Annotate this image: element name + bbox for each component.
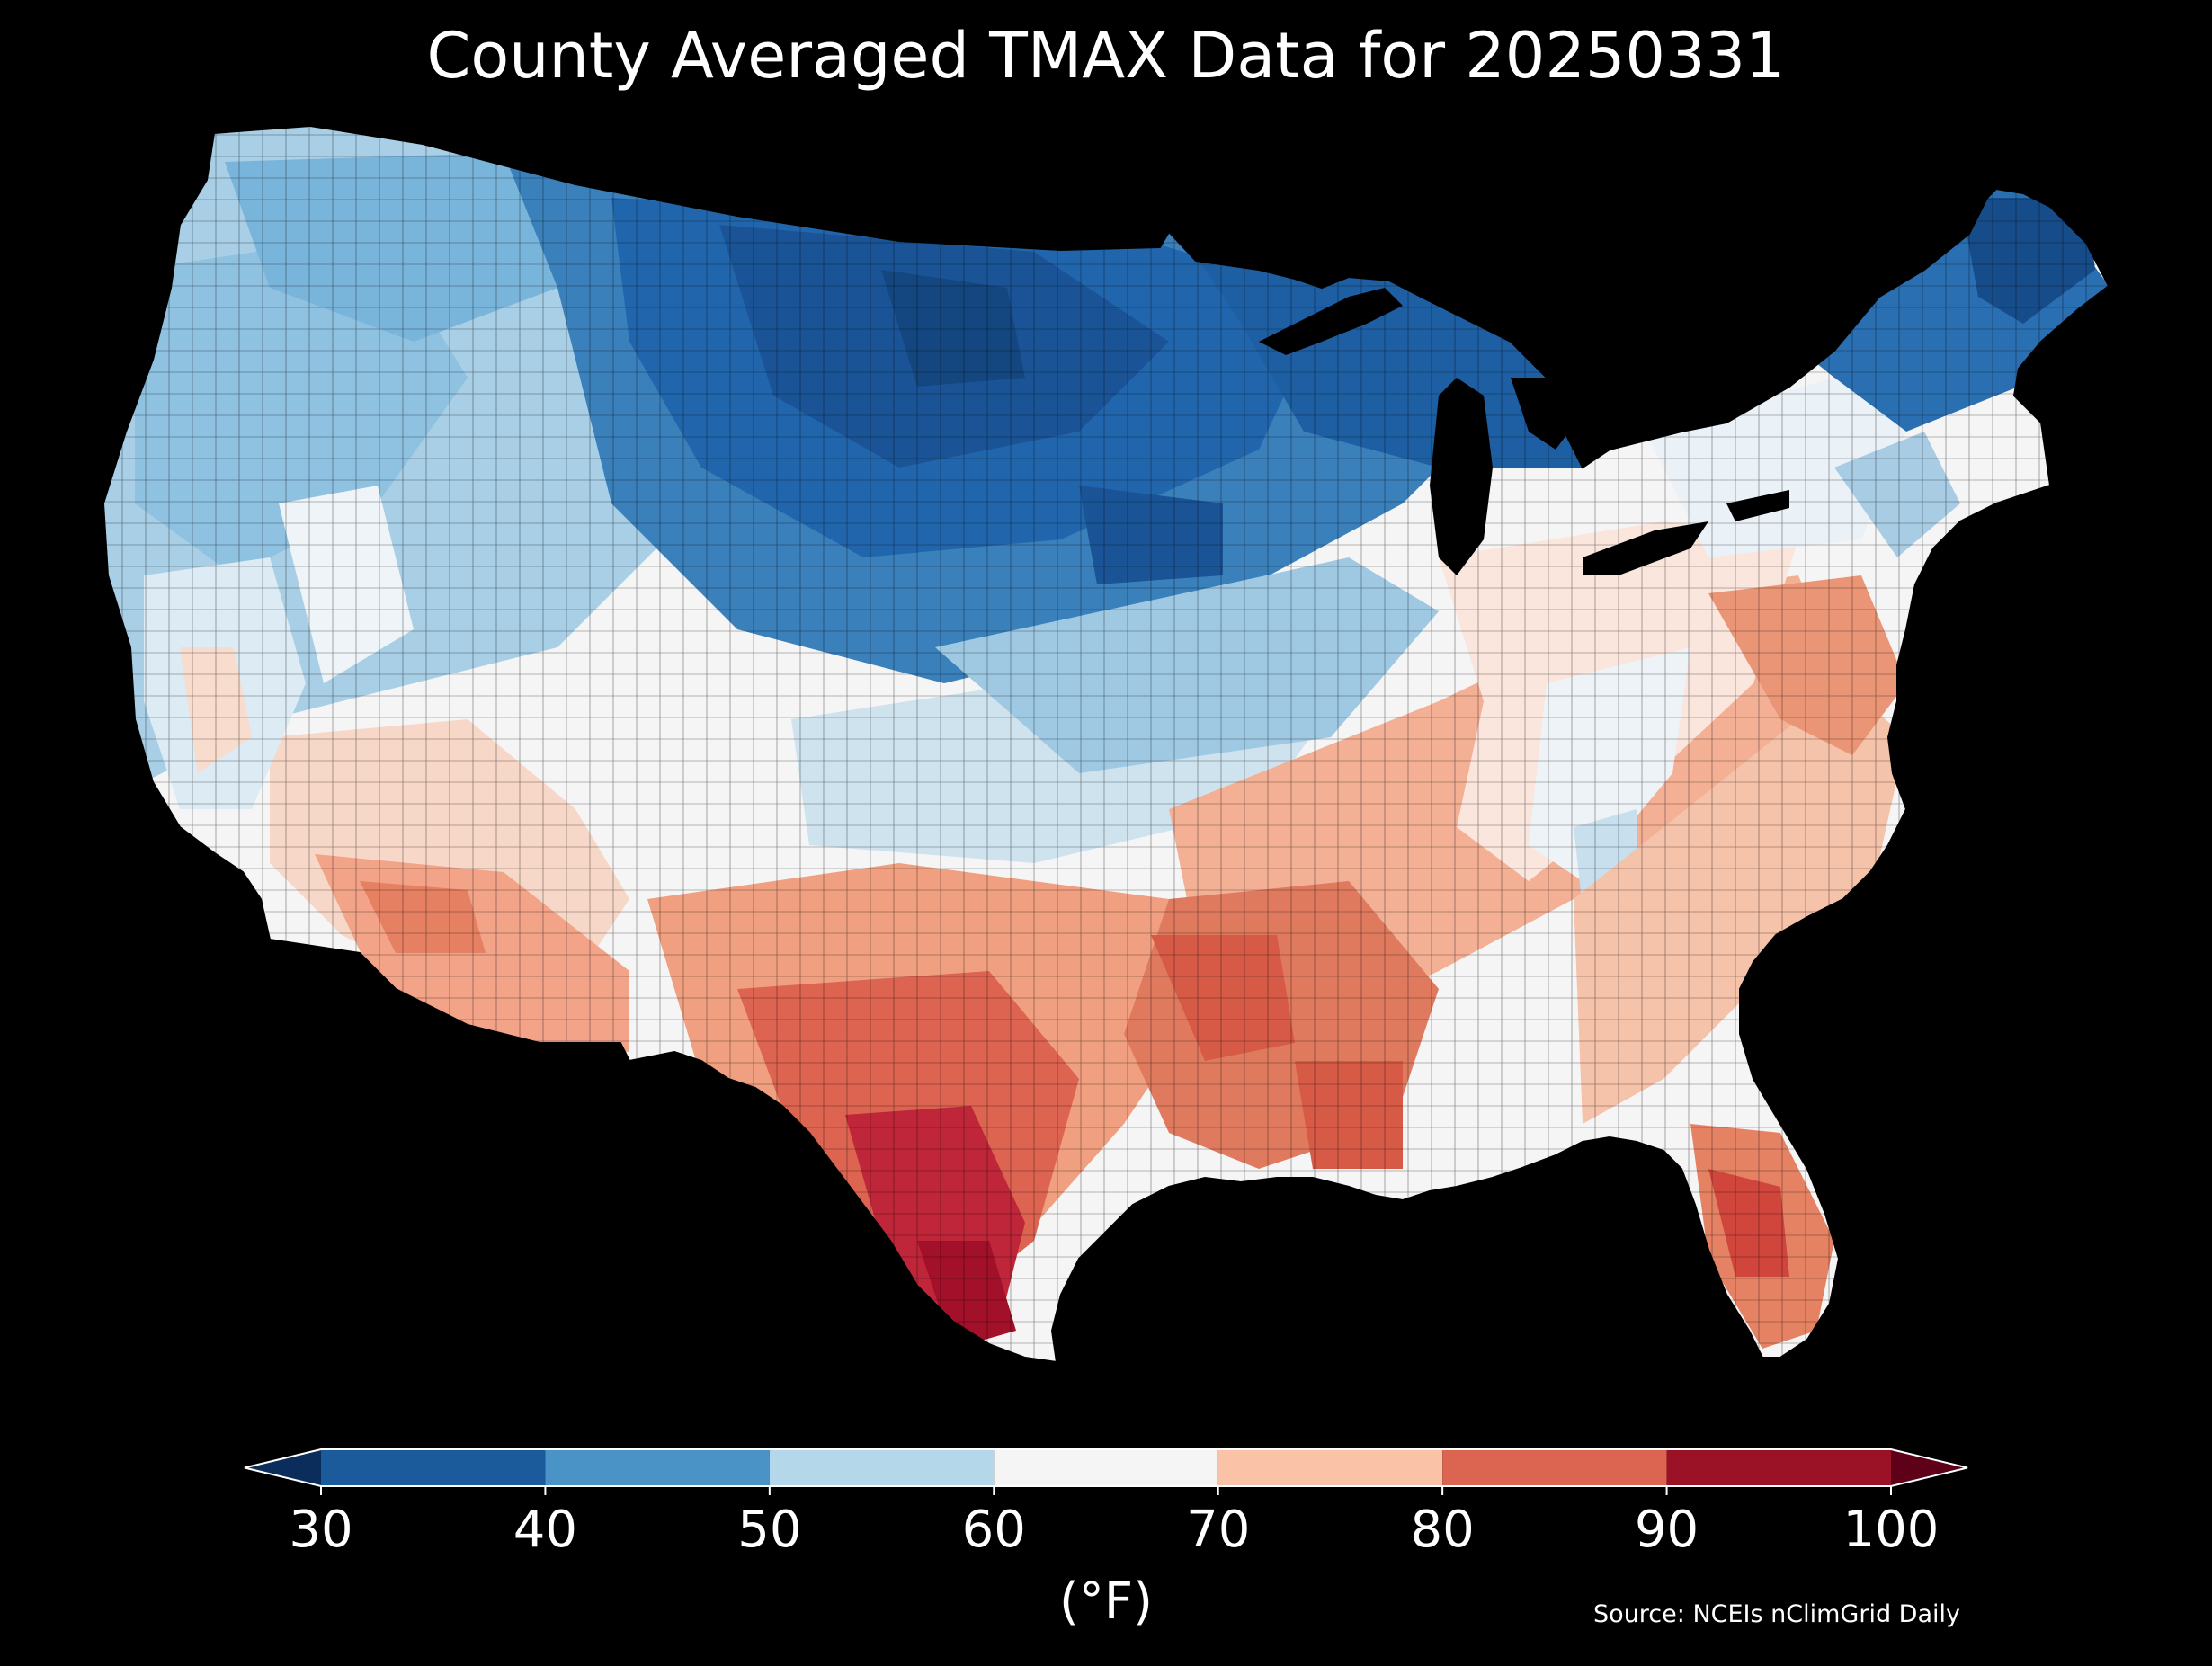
colorbar-tick-label: 50 [737,1501,802,1559]
source-note: Source: NCEIs nClimGrid Daily [1593,1600,1960,1628]
colorbar-tick-label: 80 [1410,1501,1475,1559]
colorbar-tick-label: 60 [961,1501,1026,1559]
colorbar-unit-label: (°F) [1059,1572,1153,1631]
colorbar-tick-label: 30 [289,1501,353,1559]
colorbar-over-arrow [1891,1449,1967,1486]
colorbar-tick-label: 70 [1186,1501,1251,1559]
colorbar-bin-90-100 [1666,1449,1891,1486]
colorbar-tick-label: 90 [1634,1501,1699,1559]
colorbar-bin-60-70 [994,1449,1218,1486]
colorbar-tick-label: 40 [513,1501,578,1559]
colorbar-tick-label: 100 [1842,1501,1940,1559]
colorbar-bin-40-50 [545,1449,770,1486]
colorbar-bin-70-80 [1217,1449,1443,1486]
colorbar-bin-50-60 [769,1449,995,1486]
map-title: County Averaged TMAX Data for 20250331 [426,19,1786,93]
colorbar-under-arrow [245,1449,321,1486]
colorbar-bin-80-90 [1442,1449,1667,1486]
us-outline [102,124,2110,1364]
colorbar-bin-30-40 [321,1449,546,1486]
